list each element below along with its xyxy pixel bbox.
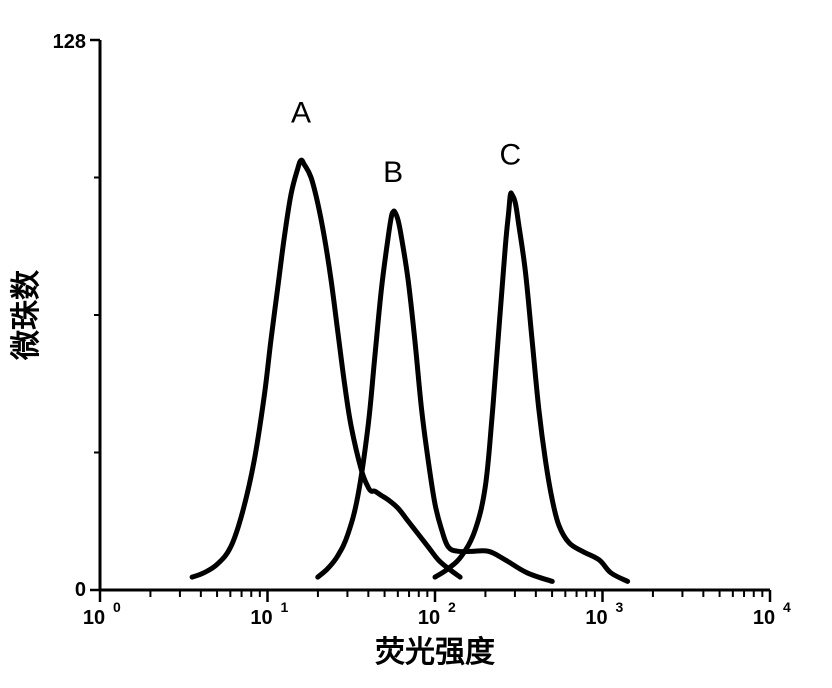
y-tick-label: 0 — [75, 579, 86, 601]
x-axis-label: 荧光强度 — [375, 636, 495, 669]
svg-text:10: 10 — [418, 607, 440, 629]
svg-text:10: 10 — [83, 607, 105, 629]
series-label-c: C — [500, 139, 522, 172]
svg-text:2: 2 — [448, 599, 456, 615]
y-axis-label: 微珠数 — [10, 269, 43, 361]
svg-text:3: 3 — [616, 599, 624, 615]
y-tick-label: 128 — [53, 31, 86, 53]
histogram-chart: 0 128 10 0 10 1 10 2 10 3 10 4 A B C 荧光强度 微珠数 — [0, 0, 832, 688]
svg-text:1: 1 — [281, 599, 289, 615]
series-label-b: B — [383, 156, 403, 189]
series-label-a: A — [291, 96, 311, 129]
svg-text:4: 4 — [783, 599, 791, 615]
svg-text:10: 10 — [250, 607, 272, 629]
svg-text:0: 0 — [113, 599, 121, 615]
chart-svg: 0 128 10 0 10 1 10 2 10 3 10 4 A B C 荧光强度 微珠数 — [0, 0, 832, 688]
svg-text:10: 10 — [585, 607, 607, 629]
svg-text:10: 10 — [753, 607, 775, 629]
